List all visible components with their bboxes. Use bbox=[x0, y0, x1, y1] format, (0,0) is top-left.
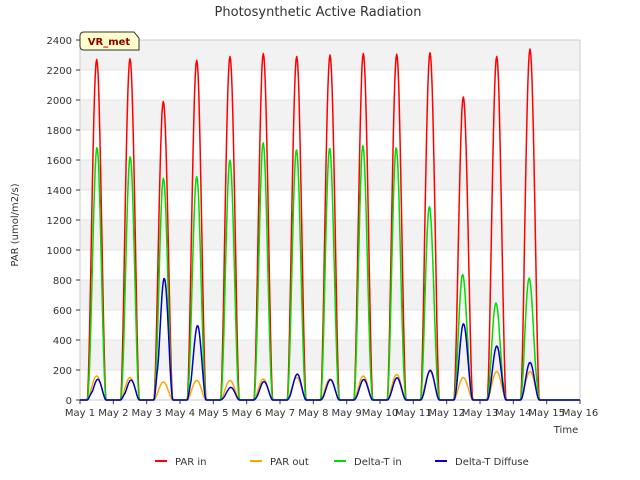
x-tick-label: May 15 bbox=[528, 408, 565, 419]
x-tick-label: May 9 bbox=[332, 408, 362, 419]
y-tick-label: 1800 bbox=[47, 126, 72, 137]
x-tick-label: May 6 bbox=[232, 408, 262, 419]
y-tick-label: 0 bbox=[66, 396, 72, 407]
annotation-box bbox=[79, 31, 140, 51]
vr-met-annotation: VR_met bbox=[79, 31, 140, 51]
y-tick-label: 2400 bbox=[47, 36, 72, 47]
y-tick-label: 1000 bbox=[47, 246, 72, 257]
series-line-par-in bbox=[79, 48, 581, 401]
x-axis: May 1 May 2 May 3 May 4 May 5 May 6 May 7 May 8… bbox=[65, 400, 598, 419]
y-tick-label: 1600 bbox=[47, 156, 72, 167]
x-tick-label: May 13 bbox=[462, 408, 499, 419]
x-tick-label: May 10 bbox=[362, 408, 399, 419]
y-tick-label: 200 bbox=[53, 366, 72, 377]
x-tick-label: May 4 bbox=[165, 408, 195, 419]
y-tick-label: 600 bbox=[53, 306, 72, 317]
x-tick-label: May 8 bbox=[298, 408, 328, 419]
series-lines bbox=[79, 48, 581, 401]
chart-title: Photosynthetic Active Radiation bbox=[215, 5, 422, 20]
legend-label: PAR in bbox=[175, 457, 206, 468]
annotation-text: VR_met bbox=[88, 37, 131, 48]
grid-band bbox=[80, 160, 580, 190]
x-tick-label: May 14 bbox=[495, 408, 532, 419]
grid-bands bbox=[80, 40, 580, 401]
x-tick-label: May 16 bbox=[562, 408, 599, 419]
y-tick-label: 2200 bbox=[47, 66, 72, 77]
y-tick-label: 400 bbox=[53, 336, 72, 347]
grid-band bbox=[80, 100, 580, 130]
y-tick-label: 1200 bbox=[47, 216, 72, 227]
y-axis: 0 200 400 600 800 1000 1200 1400 1600 1800 2000 220… bbox=[47, 36, 80, 407]
x-tick-label: May 11 bbox=[395, 408, 432, 419]
legend-label: Delta-T in bbox=[354, 457, 402, 468]
x-tick-label: May 5 bbox=[198, 408, 228, 419]
legend: PAR in PAR out Delta-T in Delta-T Diffuse bbox=[155, 457, 529, 468]
legend-label: PAR out bbox=[270, 457, 309, 468]
x-tick-label: May 12 bbox=[428, 408, 465, 419]
legend-label: Delta-T Diffuse bbox=[455, 457, 529, 468]
x-tick-label: May 3 bbox=[132, 408, 162, 419]
grid-band bbox=[80, 220, 580, 250]
x-tick-label: May 1 bbox=[65, 408, 95, 419]
y-tick-label: 1400 bbox=[47, 186, 72, 197]
series-line-delta-t-diffuse bbox=[79, 277, 581, 401]
x-tick-label: May 2 bbox=[98, 408, 128, 419]
series-line-delta-t-in bbox=[79, 142, 581, 401]
y-tick-label: 2000 bbox=[47, 96, 72, 107]
grid-band bbox=[80, 280, 580, 310]
y-tick-label: 800 bbox=[53, 276, 72, 287]
y-axis-label: PAR (umol/m2/s) bbox=[10, 183, 21, 266]
series-line-par-out bbox=[79, 370, 581, 401]
x-tick-label: May 7 bbox=[265, 408, 295, 419]
x-axis-label: Time bbox=[553, 425, 578, 436]
grid-band bbox=[80, 340, 580, 370]
